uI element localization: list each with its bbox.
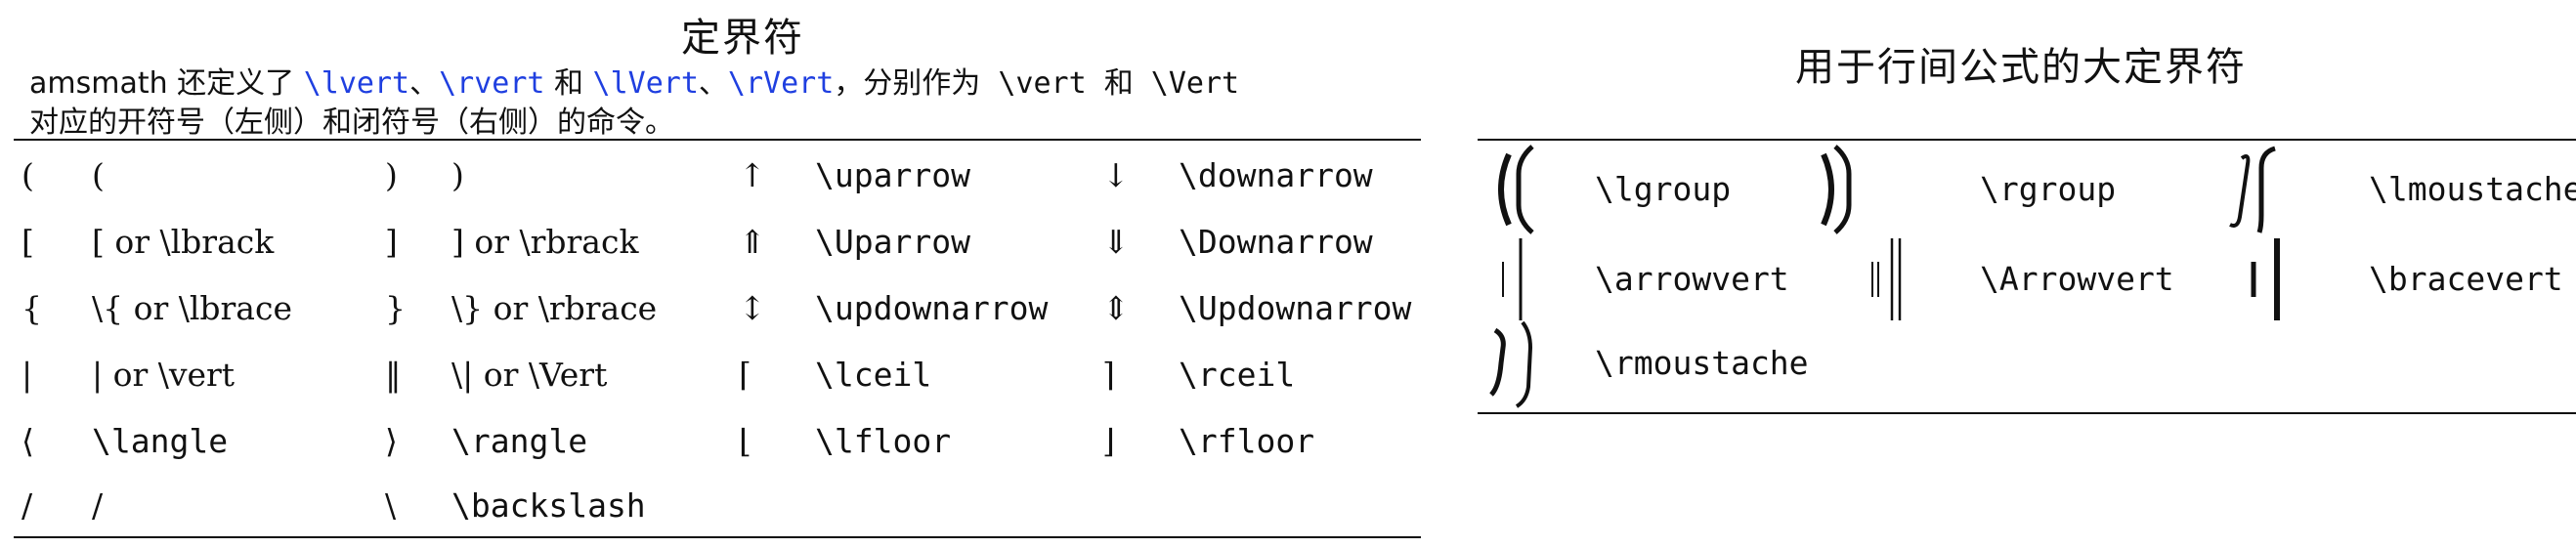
symbol-3: ↑ — [739, 156, 766, 194]
command-arrowvert: \arrowvert — [1595, 260, 1789, 298]
command-1: [ or \lbrack — [92, 223, 275, 261]
command-rgroup: \rgroup — [1980, 170, 2117, 208]
large-delimiter-row: \lgroup \rgroup \lmoustache — [1478, 145, 2576, 234]
table-bottom-rule — [14, 536, 1421, 538]
Arrowvert-symbol — [1871, 238, 1902, 320]
intro-text-line-2: 对应的开符号（左侧）和闭符号（右侧）的命令。 — [29, 105, 674, 140]
cmd-rvert: \rvert — [439, 66, 545, 101]
rmoustache-symbol — [1489, 320, 1533, 408]
symbol-4: ⌉ — [1102, 356, 1115, 394]
command-2: \} or \rbrace — [451, 289, 658, 327]
cmd-lVert: \lVert — [592, 66, 699, 101]
symbol-4: ⇓ — [1102, 223, 1130, 261]
command-1: | or \vert — [92, 356, 236, 394]
command-3: \updownarrow — [815, 289, 1049, 327]
symbol-4: ↓ — [1102, 156, 1130, 194]
arrowvert-symbol — [1502, 238, 1523, 320]
command-4: \rfloor — [1179, 422, 1315, 460]
lmoustache-symbol — [2229, 146, 2276, 233]
delimiter-row: / / \ \backslash — [14, 477, 1421, 535]
command-3: \Uparrow — [815, 223, 970, 261]
command-3: \lceil — [815, 356, 932, 394]
symbol-1: [ — [21, 223, 34, 261]
delimiter-row: ( ( ) ) ↑ \uparrow ↓ \downarrow — [14, 147, 1421, 205]
command-Arrowvert: \Arrowvert — [1980, 260, 2174, 298]
large-delimiters-panel: 用于行间公式的大定界符 \lgroup \rgroup \lmoustache … — [1466, 0, 2576, 548]
command-3: \uparrow — [815, 156, 970, 194]
symbol-2: ⟩ — [385, 422, 398, 460]
command-2: ] or \rbrack — [451, 223, 639, 261]
symbol-1: { — [21, 289, 42, 327]
command-1: \{ or \lbrace — [92, 289, 292, 327]
delimiters-panel: 定界符 amsmath 还定义了 \lvert、\rvert 和 \lVert、… — [14, 16, 1421, 538]
symbol-1: ( — [21, 156, 34, 194]
symbol-2: ] — [385, 223, 398, 261]
command-lmoustache: \lmoustache — [2369, 170, 2576, 208]
lgroup-symbol — [1498, 145, 1534, 234]
command-2: \backslash — [451, 486, 646, 525]
intro-suffix: ，分别作为 \vert 和 \Vert — [834, 66, 1240, 101]
command-4: \downarrow — [1179, 156, 1373, 194]
delimiter-row: [ [ or \lbrack ] ] or \rbrack ⇑ \Uparrow… — [14, 213, 1421, 272]
command-bracevert: \bracevert — [2369, 260, 2563, 298]
symbol-3: ⌊ — [739, 422, 751, 460]
intro-sep-1: 、 — [409, 66, 440, 101]
large-delimiter-row: \rmoustache — [1478, 318, 2576, 408]
command-2: \rangle — [451, 422, 588, 460]
intro-sep-3: 、 — [698, 66, 728, 101]
rgroup-symbol — [1821, 145, 1852, 234]
symbol-4: ⇕ — [1102, 289, 1130, 327]
intro-text-line-1: amsmath 还定义了 \lvert、\rvert 和 \lVert、\rVe… — [29, 59, 1239, 102]
intro-sep-2: 和 — [544, 66, 593, 101]
delimiter-row: { \{ or \lbrace } \} or \rbrace ↕ \updow… — [14, 279, 1421, 338]
command-2: \| or \Vert — [451, 356, 608, 394]
symbol-4: ⌋ — [1102, 422, 1115, 460]
delimiter-row: ⟨ \langle ⟩ \rangle ⌊ \lfloor ⌋ \rfloor — [14, 412, 1421, 471]
command-4: \Updownarrow — [1179, 289, 1412, 327]
command-4: \rceil — [1179, 356, 1296, 394]
symbol-1: ⟨ — [21, 422, 34, 460]
delimiter-row: | | or \vert ‖ \| or \Vert ⌈ \lceil ⌉ \r… — [14, 346, 1421, 404]
table-top-rule — [1478, 139, 2576, 141]
symbol-2: } — [385, 289, 406, 327]
command-3: \lfloor — [815, 422, 952, 460]
cmd-rVert: \rVert — [727, 66, 835, 101]
large-delimiter-row: \arrowvert \Arrowvert \bracevert — [1478, 234, 2576, 324]
command-1: / — [92, 486, 104, 525]
command-4: \Downarrow — [1179, 223, 1373, 261]
symbol-2: ) — [385, 156, 398, 194]
symbol-2: \ — [385, 486, 397, 525]
intro-prefix: amsmath 还定义了 — [29, 66, 304, 101]
table-bottom-rule — [1478, 412, 2576, 414]
symbol-3: ↕ — [739, 289, 766, 327]
command-2: ) — [451, 156, 464, 194]
delimiters-title: 定界符 — [681, 16, 804, 61]
command-1: \langle — [92, 422, 229, 460]
cmd-lvert: \lvert — [303, 66, 410, 101]
symbol-2: ‖ — [385, 356, 402, 394]
symbol-1: / — [21, 486, 33, 525]
table-top-rule — [14, 139, 1421, 141]
symbol-3: ⌈ — [739, 356, 751, 394]
symbol-3: ⇑ — [739, 223, 766, 261]
large-delimiters-title: 用于行间公式的大定界符 — [1795, 45, 2247, 90]
command-lgroup: \lgroup — [1595, 170, 1732, 208]
command-rmoustache: \rmoustache — [1595, 344, 1809, 382]
bracevert-symbol — [2251, 238, 2280, 320]
symbol-1: | — [21, 356, 33, 394]
command-1: ( — [92, 156, 105, 194]
